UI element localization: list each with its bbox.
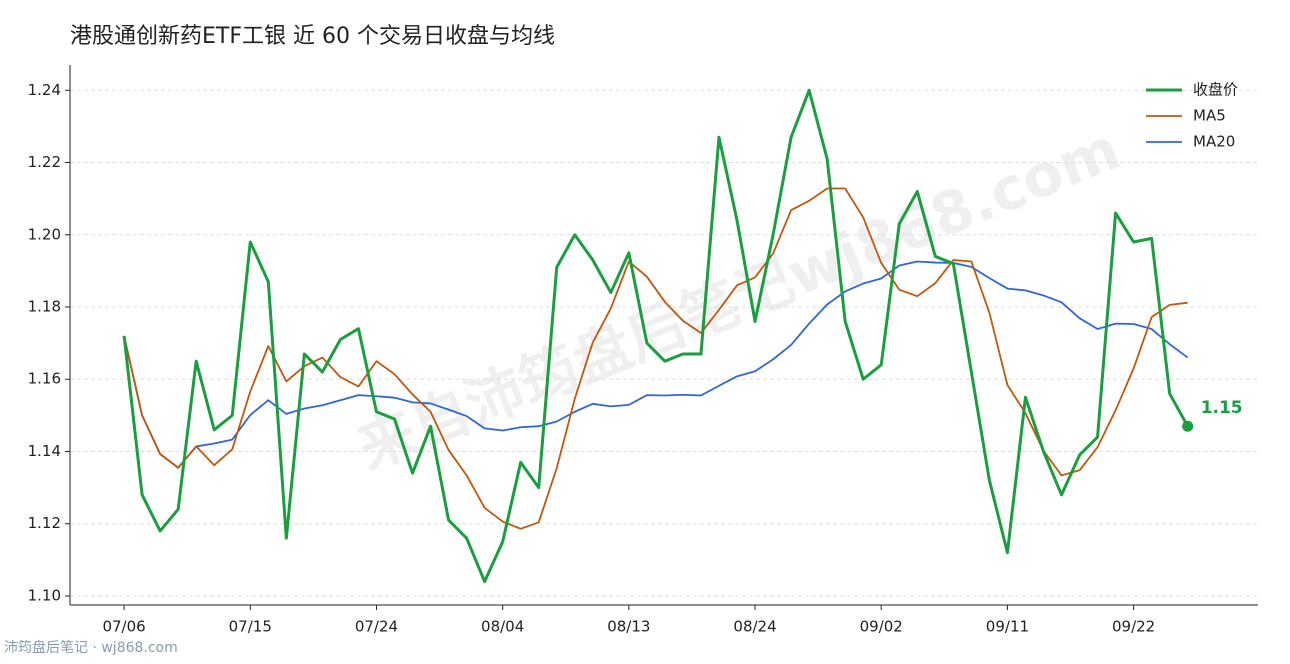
chart-title: 港股通创新药ETF工银 近 60 个交易日收盘与均线: [70, 24, 555, 49]
y-tick-label: 1.24: [28, 81, 61, 99]
x-tick-label: 08/13: [607, 618, 650, 636]
series-line: [123, 260, 1189, 469]
y-tick-label: 1.10: [28, 586, 61, 604]
x-tick-label: 08/24: [733, 618, 776, 636]
x-tick-label: 07/06: [102, 618, 145, 636]
y-tick-label: 1.20: [28, 225, 61, 243]
series-line: [123, 187, 1188, 530]
y-tick-label: 1.14: [28, 442, 61, 460]
legend-label: MA5: [1193, 107, 1226, 125]
value-label: 1.15: [1201, 398, 1243, 418]
x-tick-label: 09/22: [1112, 618, 1155, 636]
x-tick-label: 09/11: [986, 618, 1029, 636]
y-tick-label: 1.16: [28, 370, 61, 388]
legend-label: 收盘价: [1193, 81, 1238, 99]
x-tick-label: 09/02: [860, 618, 903, 636]
x-tick-label: 07/15: [229, 618, 272, 636]
x-tick-label: 08/04: [481, 618, 524, 636]
last-point: [1182, 420, 1194, 432]
legend-label: MA20: [1193, 133, 1235, 151]
watermark: 来自沛筠盘后笔记wj868.com: [348, 114, 1129, 482]
y-tick-label: 1.22: [28, 153, 61, 171]
y-tick-label: 1.12: [28, 514, 61, 532]
footer: 沛筠盘后笔记 · wj868.com: [4, 639, 178, 656]
series-line: [122, 88, 1190, 584]
x-tick-label: 07/24: [355, 618, 398, 636]
y-tick-label: 1.18: [28, 298, 61, 316]
